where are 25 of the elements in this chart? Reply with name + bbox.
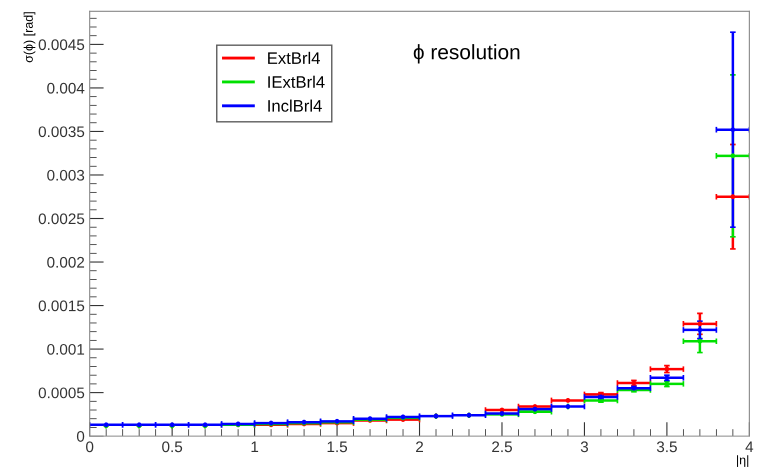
y-tick-label: 0.001	[47, 344, 84, 355]
x-tick-label: 0	[86, 441, 94, 452]
x-tick-label: 2.5	[492, 441, 512, 452]
y-tick-label: 0.0035	[38, 126, 84, 138]
x-tick-label: 4	[745, 442, 754, 452]
y-tick-label: 0.0025	[38, 213, 84, 224]
x-tick-label: 3.5	[656, 441, 677, 452]
y-axis-title: σ(ϕ) [rad]	[24, 12, 36, 62]
legend-label: InclBrl4	[268, 100, 322, 112]
y-tick-label: 0.0045	[38, 39, 84, 50]
y-tick-label: 0.0015	[38, 300, 84, 312]
y-tick-label: 0.004	[47, 82, 84, 94]
legend-label: IExtBrl4	[268, 76, 325, 88]
x-tick-label: 1	[252, 442, 258, 452]
x-tick-label: 0.5	[162, 441, 182, 452]
x-axis-title: |η|	[737, 455, 748, 467]
y-tick-label: 0.003	[47, 170, 84, 181]
y-tick-label: 0	[76, 430, 84, 442]
x-tick-label: 2	[416, 441, 423, 452]
y-tick-label: 0.002	[47, 256, 84, 268]
x-tick-label: 1.5	[328, 442, 348, 452]
y-tick-label: 0.0005	[38, 387, 84, 398]
legend-label: ExtBrl4	[268, 52, 320, 64]
x-tick-label: 3	[580, 441, 588, 452]
annotation: ϕ resolution	[414, 44, 520, 64]
